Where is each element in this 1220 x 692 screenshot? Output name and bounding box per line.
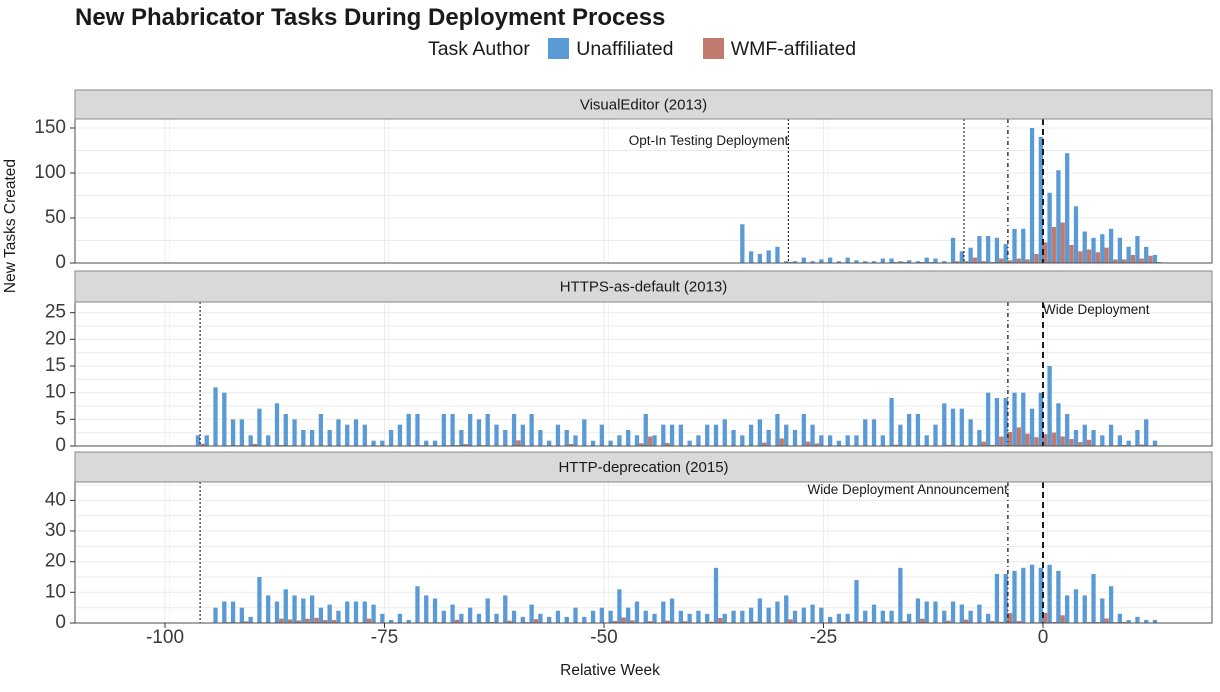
svg-text:150: 150 xyxy=(34,117,66,138)
svg-text:HTTP-deprecation (2015): HTTP-deprecation (2015) xyxy=(558,459,728,476)
svg-text:0: 0 xyxy=(1038,627,1049,648)
svg-text:100: 100 xyxy=(34,162,66,183)
svg-text:0: 0 xyxy=(55,612,66,633)
svg-text:10: 10 xyxy=(45,382,66,403)
svg-text:Opt-In Testing Deployment: Opt-In Testing Deployment xyxy=(629,133,789,148)
svg-text:0: 0 xyxy=(55,252,66,273)
svg-text:-75: -75 xyxy=(371,627,398,648)
svg-text:-50: -50 xyxy=(590,627,617,648)
svg-text:25: 25 xyxy=(45,302,66,323)
svg-text:20: 20 xyxy=(45,551,66,572)
svg-text:Wide Deployment Announcement: Wide Deployment Announcement xyxy=(808,482,1009,497)
svg-text:0: 0 xyxy=(55,435,66,456)
svg-text:5: 5 xyxy=(55,408,66,429)
svg-text:10: 10 xyxy=(45,581,66,602)
svg-text:VisualEditor (2013): VisualEditor (2013) xyxy=(580,97,707,114)
svg-text:HTTPS-as-default (2013): HTTPS-as-default (2013) xyxy=(560,279,728,296)
svg-text:Wide Deployment: Wide Deployment xyxy=(1043,302,1150,317)
svg-text:20: 20 xyxy=(45,328,66,349)
svg-text:-100: -100 xyxy=(146,627,184,648)
svg-text:30: 30 xyxy=(45,520,66,541)
svg-text:40: 40 xyxy=(45,489,66,510)
svg-text:50: 50 xyxy=(45,207,66,228)
svg-text:15: 15 xyxy=(45,355,66,376)
svg-text:-25: -25 xyxy=(810,627,837,648)
